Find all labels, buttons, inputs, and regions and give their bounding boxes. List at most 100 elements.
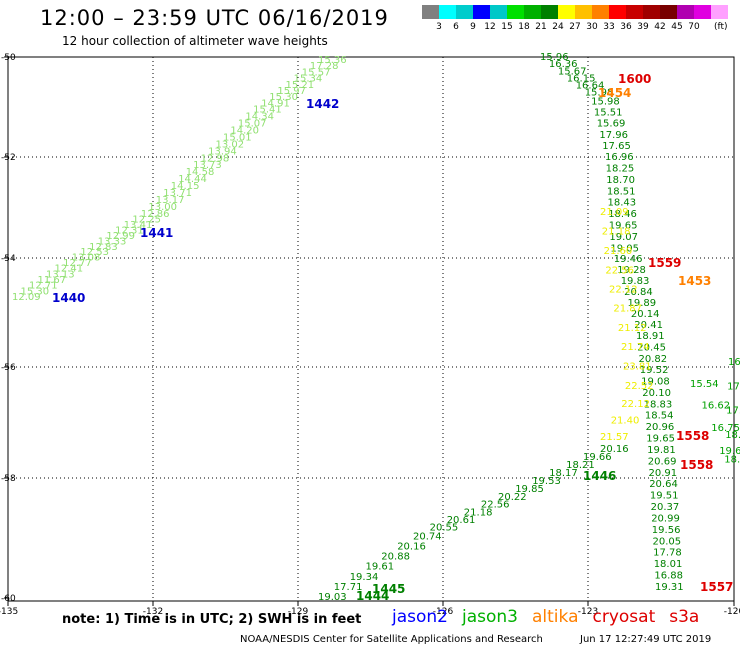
wave-height-value: 15.98 [591, 97, 620, 108]
wave-height-value: 16.75 [711, 423, 740, 434]
wave-height-value: 21.40 [611, 416, 640, 427]
wave-height-value: 20.14 [631, 309, 660, 320]
wave-height-value: 14.58 [186, 167, 215, 178]
wave-height-value: 15.30 [21, 286, 50, 297]
wave-height-value: 12.41 [55, 264, 84, 275]
wave-height-value: 12.53 [80, 247, 109, 258]
wave-height-value: 21.60 [604, 246, 633, 257]
wave-height-value: 18.43 [608, 198, 637, 209]
pass-time-label: 1446 [583, 469, 616, 483]
scale-swatch [507, 5, 524, 19]
scale-swatch [609, 5, 626, 19]
wave-height-value: 19.61 [366, 562, 395, 573]
wave-height-value: 21.74 [621, 342, 650, 353]
scale-swatch [677, 5, 694, 19]
wave-height-value: 20.45 [637, 342, 666, 353]
wave-height-value: 20.99 [651, 514, 680, 525]
wave-height-value: 20.96 [646, 422, 675, 433]
wave-height-value: 18.21 [566, 460, 595, 471]
wave-height-value: 18.70 [606, 175, 635, 186]
x-tick-label: -135 [0, 607, 18, 617]
wave-height-value: 20.22 [498, 492, 527, 503]
wave-height-value: 20.82 [639, 354, 668, 365]
y-tick-label: -54 [1, 254, 16, 264]
wave-height-value: 16.64 [576, 81, 605, 92]
wave-height-value: 17.78 [653, 548, 682, 559]
wave-height-value: 19.65 [609, 221, 638, 232]
wave-height-value: 20.41 [634, 320, 663, 331]
wave-height-value: 20.05 [653, 536, 682, 547]
wave-height-value: 16.88 [654, 571, 683, 582]
wave-height-value: 18.54 [645, 411, 674, 422]
wave-height-value: 21.87 [613, 304, 642, 315]
wave-height-value: 21.18 [464, 507, 493, 518]
wave-height-value: 12.98 [201, 153, 230, 164]
wave-height-value: 13.33 [98, 236, 127, 247]
scale-label: 39 [637, 22, 649, 32]
scale-label: 27 [569, 22, 581, 32]
wave-height-value: 19.51 [650, 491, 679, 502]
wave-height-value: 11.67 [38, 275, 67, 286]
wave-height-value: 17.65 [602, 141, 631, 152]
wave-height-value: 15.21 [286, 80, 315, 91]
y-tick-label: -60 [1, 594, 16, 604]
wave-height-value: 19.05 [610, 243, 639, 254]
scale-label: 45 [671, 22, 683, 32]
wave-height-value: 13.73 [193, 160, 222, 171]
wave-height-value: 15.67 [558, 66, 587, 77]
wave-height-value: 22.12 [609, 285, 638, 296]
wave-height-value: 15.07 [238, 118, 267, 129]
y-tick-label: -56 [1, 363, 16, 373]
wave-height-value: 13.71 [163, 188, 192, 199]
scale-label: 30 [586, 22, 598, 32]
satellite-legend-entry: s3a [669, 607, 700, 627]
pass-time-label: 1600 [618, 72, 651, 86]
page-subtitle: 12 hour collection of altimeter wave hei… [62, 34, 328, 48]
scale-label: 6 [453, 22, 459, 32]
wave-height-value: 19.65 [646, 434, 675, 445]
wave-height-value: 12.86 [141, 209, 170, 220]
scale-swatch [422, 5, 439, 19]
wave-height-value: 18.46 [608, 209, 637, 220]
pass-time-label: 1441 [140, 226, 173, 240]
x-tick-label: -132 [143, 607, 163, 617]
wave-height-value: 19.07 [609, 232, 638, 243]
wave-height-value: 19.66 [583, 452, 612, 463]
wave-height-value: 16.1 [728, 357, 740, 368]
scale-swatch [643, 5, 660, 19]
y-tick-label: -52 [1, 153, 16, 163]
wave-height-value: 17.4 [726, 406, 740, 417]
wave-height-value: 12.77 [63, 258, 92, 269]
scale-label: 33 [603, 22, 615, 32]
wave-height-value: 23.81 [623, 362, 652, 373]
x-tick-label: -129 [288, 607, 309, 617]
wave-height-value: 15.69 [597, 119, 626, 130]
note-text: note: 1) Time is in UTC; 2) SWH is in fe… [62, 612, 362, 627]
wave-height-value: 18.25 [606, 163, 635, 174]
scale-label: 18 [518, 22, 530, 32]
wave-height-value: 17.28 [310, 61, 339, 72]
wave-height-value: 18.51 [607, 186, 636, 197]
scale-swatch [592, 5, 609, 19]
wave-height-value: 15.01 [223, 132, 252, 143]
scale-swatch [541, 5, 558, 19]
wave-height-value: 18.17 [549, 468, 578, 479]
x-tick-label: -12⁠0 [724, 607, 740, 617]
pass-time-label: 1445 [372, 582, 405, 596]
wave-height-value: 19.34 [350, 572, 379, 583]
scale-swatch [473, 5, 490, 19]
wave-height-value: 19.89 [628, 298, 657, 309]
wave-height-value: 15.51 [594, 108, 623, 119]
wave-height-value: 13.08 [72, 253, 101, 264]
scale-unit: (ft) [714, 22, 728, 32]
map-border [7, 56, 735, 602]
scale-label: 3 [436, 22, 442, 32]
pass-time-label: 1557 [700, 580, 733, 594]
wave-height-value: 20.69 [648, 456, 677, 467]
scale-label: 21 [535, 22, 547, 32]
pass-time-label: 1442 [306, 97, 339, 111]
wave-height-value: 19.52 [640, 365, 669, 376]
scale-swatch [660, 5, 677, 19]
